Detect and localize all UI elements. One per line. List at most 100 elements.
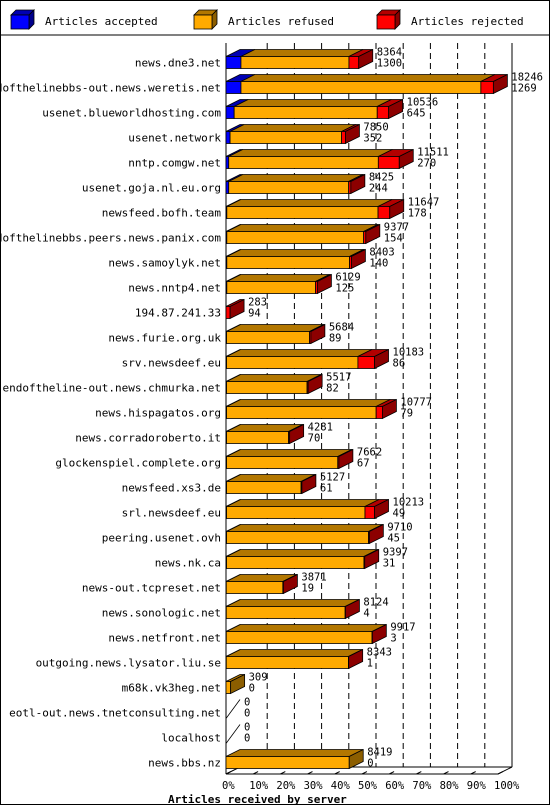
bar-refused <box>229 182 349 194</box>
bar-refused <box>226 682 231 694</box>
row-label: usenet.blueworldhosting.com <box>42 107 221 120</box>
row-label: news.nntp4.net <box>128 282 221 295</box>
bar-refused-top <box>227 375 322 382</box>
bar-refused-top <box>230 125 356 132</box>
bar-empty <box>226 700 240 719</box>
bar-refused-top <box>227 500 379 507</box>
bar-refused-top <box>226 600 359 607</box>
bar-accepted <box>226 82 241 94</box>
bar-rejected <box>226 307 230 319</box>
row-label: 194.87.241.33 <box>135 307 221 320</box>
bar-refused <box>234 107 377 119</box>
bar-rejected <box>358 357 375 369</box>
row-label: usenet.network <box>128 132 221 145</box>
bar-refused <box>227 382 308 394</box>
row-label: news.netfront.net <box>108 632 221 645</box>
legend-label: Articles refused <box>228 15 334 28</box>
bar-accepted <box>226 157 229 169</box>
value-rejected: 49 <box>393 508 406 520</box>
bar-refused <box>227 282 316 294</box>
value-rejected: 19 <box>301 583 314 595</box>
bar-refused <box>230 132 342 144</box>
row-label: news.corradoroberto.it <box>75 432 221 445</box>
legend-swatch <box>377 15 395 29</box>
bar-refused-top <box>241 75 495 82</box>
x-tick-label: 100% <box>494 780 520 792</box>
bar-refused <box>227 207 378 219</box>
bar-refused-top <box>227 350 372 357</box>
legend-label: Articles rejected <box>411 15 524 28</box>
value-rejected: 45 <box>387 533 400 545</box>
bar-rejected <box>378 157 399 169</box>
row-label: localhost <box>161 732 221 745</box>
bar-refused-top <box>227 475 316 482</box>
bar-refused <box>227 407 377 419</box>
bar-refused <box>227 482 302 494</box>
bar-accepted <box>226 132 230 144</box>
bar-refused <box>226 657 348 669</box>
legend-swatch <box>194 15 212 29</box>
bar-refused <box>241 57 349 69</box>
bar-refused <box>227 332 310 344</box>
row-label: endofthelinebbs-out.news.weretis.net <box>1 82 221 95</box>
row-label: srv.newsdeef.eu <box>122 357 221 370</box>
bar-refused-top <box>229 150 393 157</box>
x-tick-label: 30% <box>304 780 324 792</box>
bar-refused-top <box>227 325 324 332</box>
value-rejected: 270 <box>417 158 436 170</box>
value-rejected: 31 <box>383 558 396 570</box>
row-label: newsfeed.xs3.de <box>122 482 221 495</box>
row-label: glockenspiel.complete.org <box>55 457 221 470</box>
bar-refused <box>227 257 350 269</box>
row-label: peering.usenet.ovh <box>102 532 221 545</box>
value-rejected: 79 <box>400 408 413 420</box>
x-tick-label: 40% <box>331 780 351 792</box>
x-tick-label: 80% <box>440 780 460 792</box>
value-rejected: 645 <box>407 108 426 120</box>
row-label: usenet.goja.nl.eu.org <box>82 182 221 195</box>
bar-rejected <box>376 407 382 419</box>
row-label: news-out.tcpreset.net <box>82 582 221 595</box>
legend-swatch <box>11 15 29 29</box>
value-rejected: 0 <box>244 733 250 745</box>
row-label: endofthelinebbs.peers.news.panix.com <box>1 232 221 245</box>
value-rejected: 1 <box>367 658 373 670</box>
value-rejected: 89 <box>329 333 342 345</box>
row-label: endoftheline-out.news.chmurka.net <box>2 382 221 395</box>
bar-refused <box>227 507 365 519</box>
bar-rejected <box>378 207 390 219</box>
value-rejected: 178 <box>408 208 427 220</box>
row-label: news.bbs.nz <box>148 757 221 770</box>
row-label: news.furie.org.uk <box>108 332 221 345</box>
value-rejected: 0 <box>367 758 373 770</box>
bar-refused <box>227 532 369 544</box>
bar-empty <box>226 725 240 744</box>
row-label: news.dne3.net <box>135 57 221 70</box>
bar-refused-top <box>227 550 378 557</box>
x-axis-title: Articles received by server <box>168 793 347 806</box>
row-label: nntp.comgw.net <box>128 157 221 170</box>
value-rejected: 1269 <box>511 83 536 95</box>
value-rejected: 244 <box>369 183 388 195</box>
value-rejected: 0 <box>244 708 250 720</box>
x-tick <box>498 772 503 774</box>
bar-refused-top <box>227 450 352 457</box>
bar-refused-top <box>234 100 391 107</box>
bar-refused <box>226 582 283 594</box>
row-label: srl.newsdeef.eu <box>122 507 221 520</box>
value-rejected: 0 <box>249 683 255 695</box>
x-tick-label: 10% <box>249 780 269 792</box>
bar-accepted <box>226 57 241 69</box>
row-label: news.hispagatos.org <box>95 407 221 420</box>
bar-refused-top <box>227 250 364 257</box>
row-label: news.samoylyk.net <box>108 257 221 270</box>
bar-accepted <box>226 182 229 194</box>
bar-refused-top <box>226 625 386 632</box>
x-tick-label: 90% <box>467 780 487 792</box>
bar-refused-top <box>241 50 363 57</box>
bar-refused-top <box>229 175 363 182</box>
x-tick-label: 0% <box>222 780 235 792</box>
